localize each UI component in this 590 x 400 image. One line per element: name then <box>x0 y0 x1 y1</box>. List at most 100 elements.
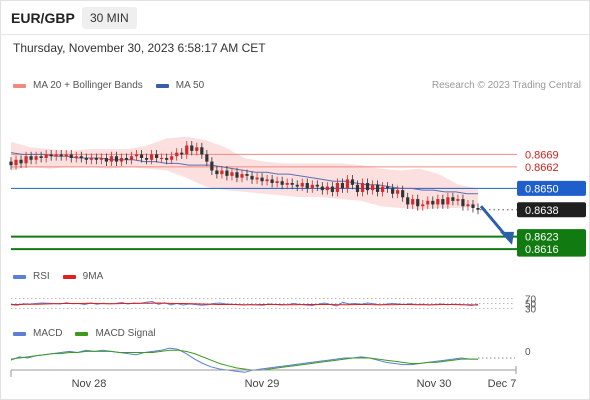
legend-macd: MACD MACD Signal <box>13 328 155 339</box>
candle-body <box>245 174 249 176</box>
research-credit: Research © 2023 Trading Central <box>431 80 581 91</box>
candle-body <box>280 181 284 185</box>
candle-body <box>119 158 124 162</box>
level-label-0.8616: 0.8616 <box>525 244 559 256</box>
candle-body <box>34 156 38 160</box>
forecast-arrow-head-icon <box>500 231 514 245</box>
legend-main: MA 20 + Bollinger Bands MA 50 <box>13 80 204 91</box>
candle-body <box>305 183 309 189</box>
rsi-tick-label: 30 <box>525 305 537 316</box>
candle-body <box>476 208 480 210</box>
candle-body <box>89 158 93 160</box>
candle-body <box>456 199 460 201</box>
candle-body <box>205 154 209 162</box>
rsi-ma-swatch-icon <box>62 274 76 279</box>
candle-body <box>210 161 214 171</box>
timeframe-button[interactable]: 30 MIN <box>82 7 137 29</box>
candle-body <box>200 147 204 155</box>
candle-body <box>315 184 319 187</box>
candle-body <box>421 204 425 207</box>
macd-zero-label: 0 <box>525 347 531 358</box>
candle-body <box>155 154 159 158</box>
candle-body <box>396 190 400 194</box>
macd-signal-swatch-icon <box>75 331 89 336</box>
level-label-0.8623: 0.8623 <box>525 232 559 244</box>
candle-body <box>310 184 314 189</box>
forecast-arrow-shaft <box>479 205 508 237</box>
legend-bollinger-label: MA 20 + Bollinger Bands <box>33 80 143 91</box>
ma50-swatch-icon <box>155 83 169 88</box>
candle-body <box>195 147 199 151</box>
candle-body <box>355 184 360 192</box>
legend-rsi-ma-label: 9MA <box>82 271 104 282</box>
candle-body <box>325 186 329 191</box>
candle-body <box>375 184 380 192</box>
candle-body <box>134 154 139 157</box>
candle-body <box>84 158 88 160</box>
candle-body <box>215 170 219 175</box>
candle-body <box>340 183 345 189</box>
macd-swatch-icon <box>13 331 26 336</box>
legend-rsi: RSI 9MA <box>13 271 103 282</box>
macd-signal-line <box>10 349 478 371</box>
candle-body <box>69 154 73 158</box>
candle-body <box>220 170 224 175</box>
macd-line <box>10 347 478 373</box>
legend-macd-label: MACD <box>33 328 63 339</box>
candle-body <box>250 175 254 180</box>
candle-body <box>94 158 98 160</box>
candle-body <box>451 197 455 201</box>
candle-body <box>300 183 304 187</box>
candle-body <box>99 158 103 160</box>
candle-body <box>426 200 430 205</box>
legend-ma50-label: MA 50 <box>175 80 205 91</box>
chart-datetime: Thursday, November 30, 2023 6:58:17 AM C… <box>13 41 266 55</box>
candle-body <box>54 154 58 157</box>
candle-body <box>235 172 239 178</box>
level-label-0.8638: 0.8638 <box>525 205 559 217</box>
level-label-0.8669: 0.8669 <box>525 149 559 161</box>
candle-body <box>114 156 119 162</box>
level-tag-0.8616 <box>517 241 586 257</box>
candle-body <box>416 199 420 207</box>
candle-body <box>49 154 53 157</box>
candle-body <box>370 184 375 191</box>
candle-body <box>436 199 440 205</box>
candle-body <box>29 156 33 160</box>
candle-body <box>185 145 189 155</box>
candle-body <box>44 154 48 158</box>
x-tick-label: Nov 28 <box>72 378 107 390</box>
candle-body <box>139 154 144 158</box>
candle-body <box>285 183 289 185</box>
candle-body <box>9 161 13 166</box>
candle-body <box>260 177 264 182</box>
candle-body <box>255 177 259 180</box>
candle-body <box>230 172 234 176</box>
candle-body <box>471 204 475 208</box>
level-label-0.8662: 0.8662 <box>525 162 559 174</box>
rsi-swatch-icon <box>13 274 26 279</box>
candle-body <box>380 186 385 192</box>
candle-body <box>190 145 194 151</box>
x-tick-label: Nov 30 <box>417 378 452 390</box>
candle-body <box>175 152 179 157</box>
candle-body <box>345 179 350 189</box>
candle-body <box>290 183 294 185</box>
bollinger-swatch-icon <box>13 83 26 88</box>
candle-body <box>225 170 229 176</box>
rsi-tick-label: 70 <box>525 295 537 306</box>
candle-body <box>144 158 149 160</box>
candle-body <box>350 179 355 185</box>
x-tick-label: Dec 7 <box>488 378 517 390</box>
rsi-ma-line <box>11 302 479 306</box>
candle-body <box>446 197 450 205</box>
candle-body <box>64 154 68 157</box>
candle-body <box>461 199 465 207</box>
candle-body <box>39 156 43 158</box>
candle-body <box>431 200 435 205</box>
candle-body <box>360 183 365 192</box>
candle-body <box>411 199 415 205</box>
candle-body <box>386 186 390 189</box>
legend-rsi-label: RSI <box>33 271 50 282</box>
level-tag-0.8638 <box>517 202 586 218</box>
